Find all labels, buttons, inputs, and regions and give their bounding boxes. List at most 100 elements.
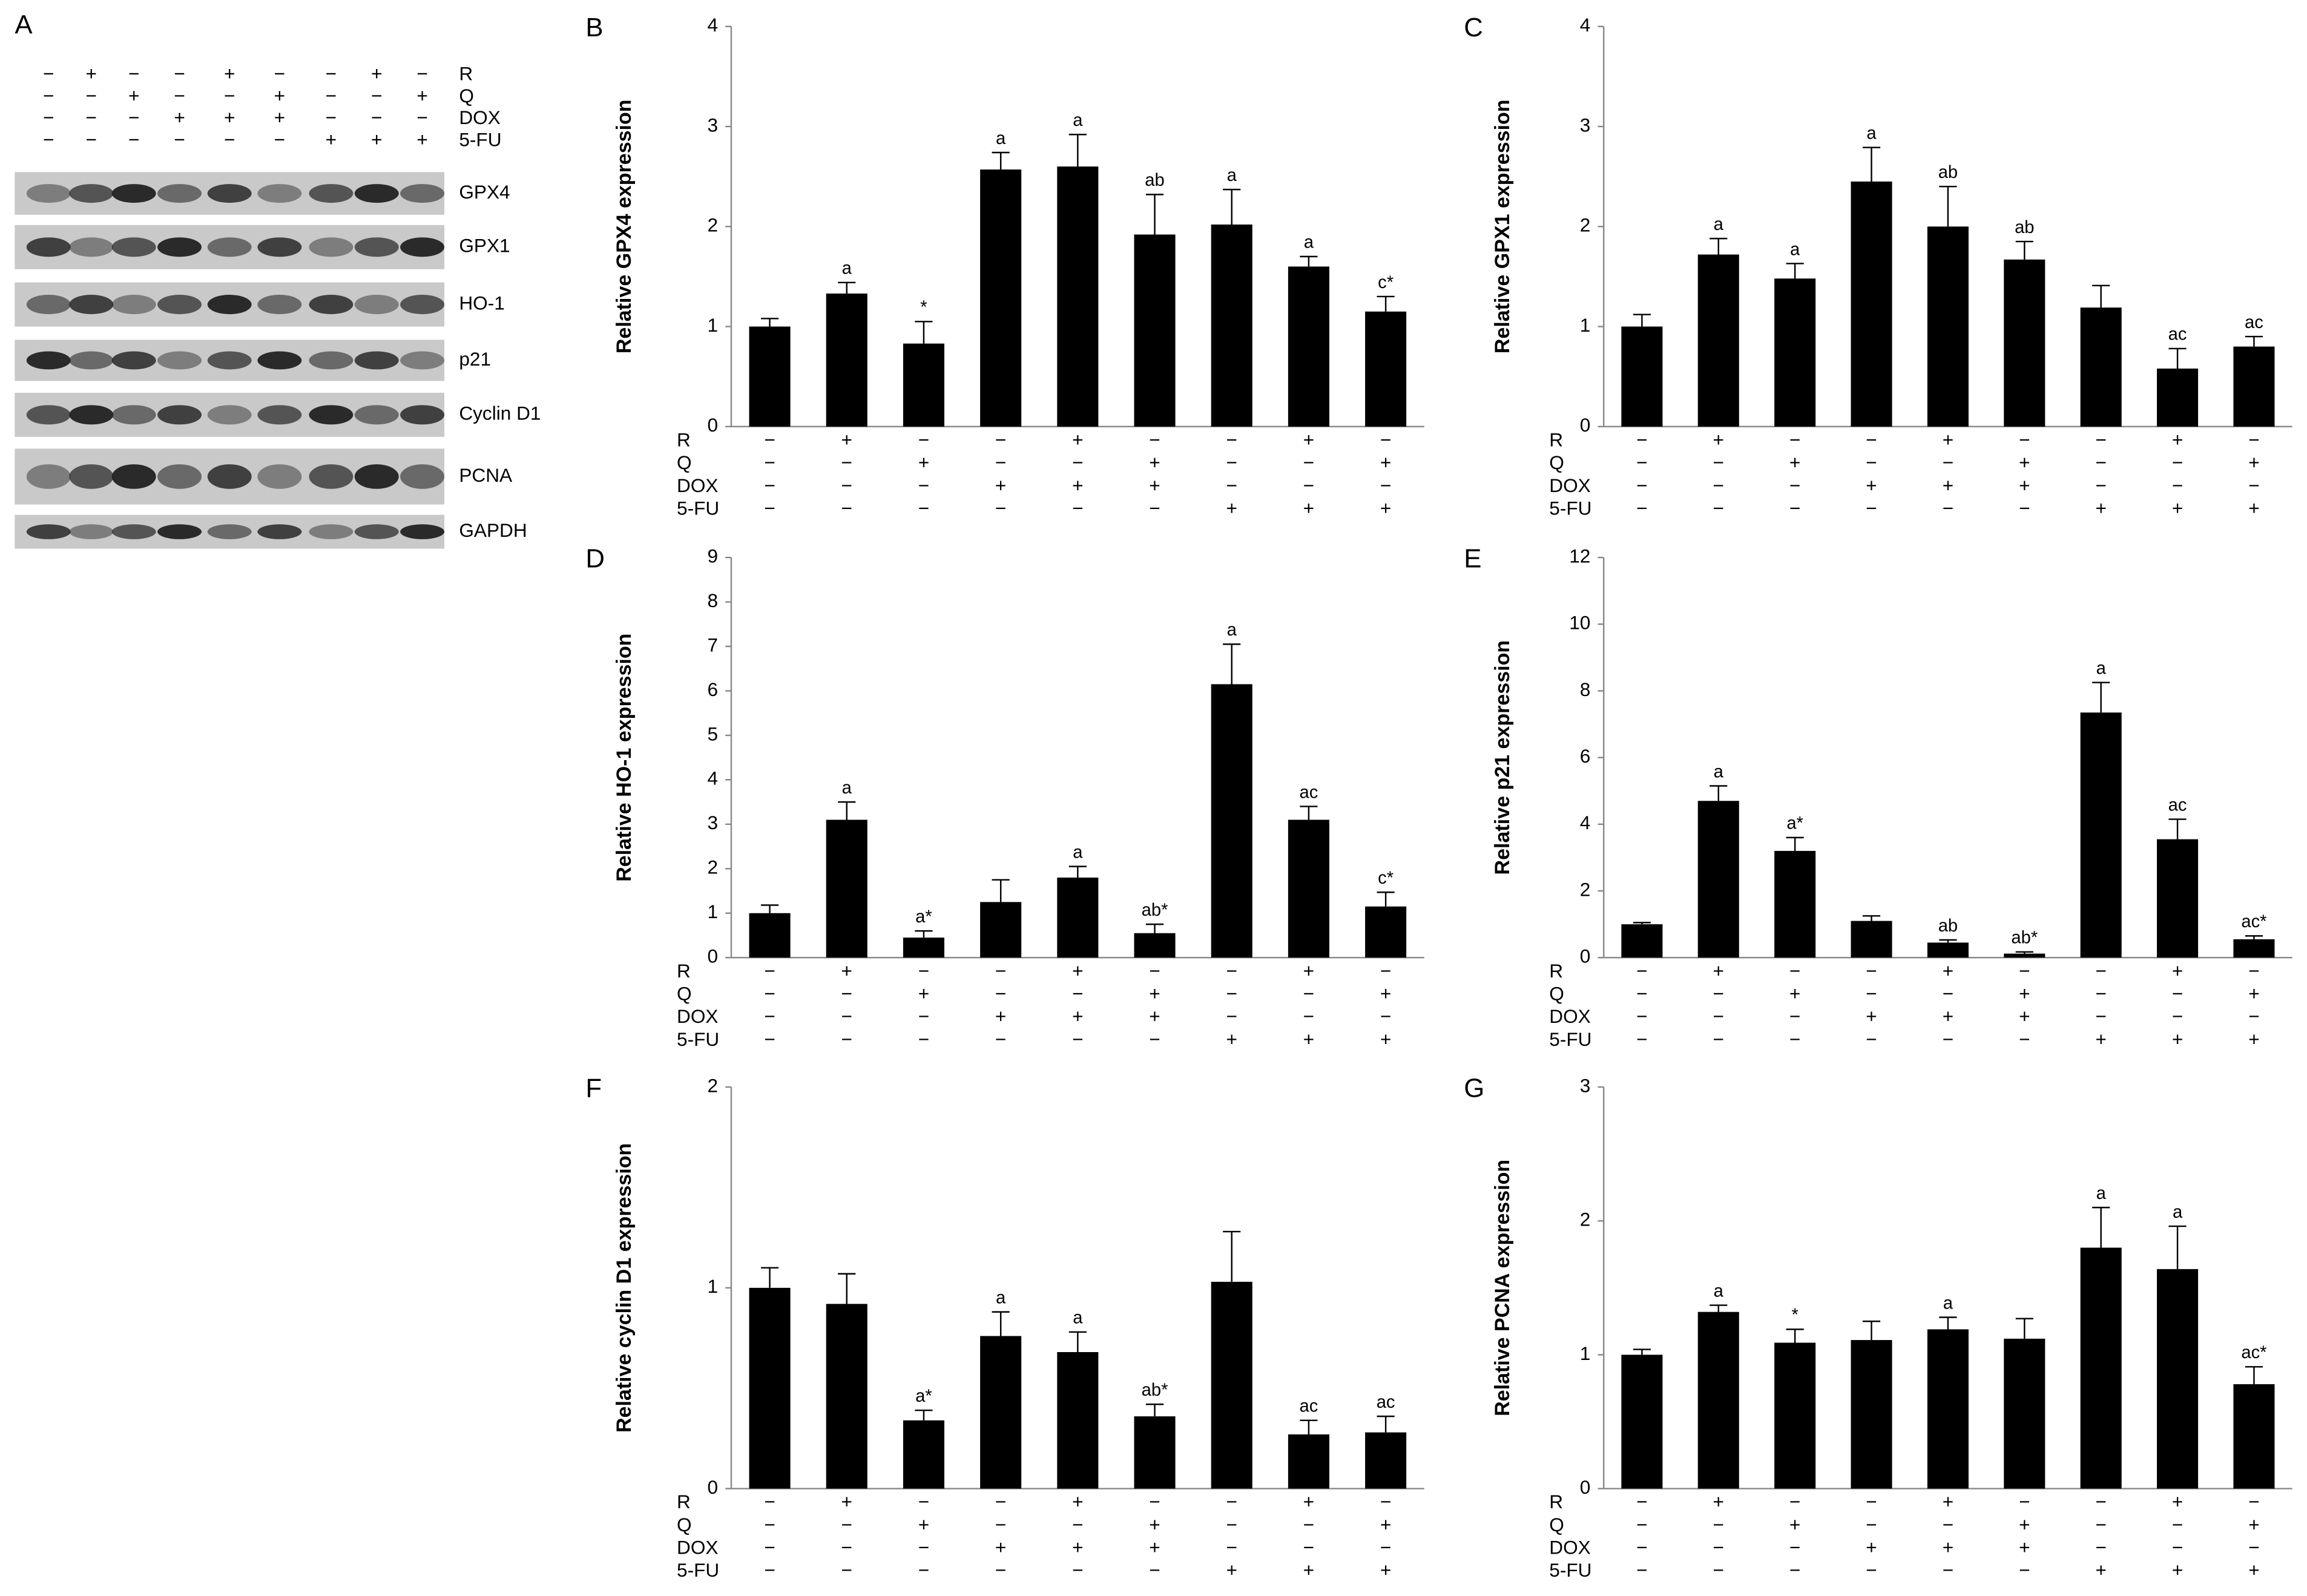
blot-band	[400, 405, 445, 425]
protein-label: PCNA	[459, 464, 512, 486]
treatment-sign: +	[274, 107, 285, 128]
treatment-sign: +	[1072, 960, 1083, 982]
treatment-name: R	[459, 62, 473, 84]
treatment-sign: +	[1149, 475, 1160, 496]
treatment-sign: −	[1226, 960, 1237, 982]
treatment-sign: −	[1380, 1491, 1391, 1512]
treatment-sign: +	[1072, 429, 1083, 450]
bar	[1851, 181, 1892, 427]
treatment-sign: −	[2248, 960, 2259, 982]
bar	[1365, 311, 1407, 427]
treatment-sign: −	[1303, 983, 1314, 1005]
treatment-sign: −	[1380, 1005, 1391, 1027]
bar	[1057, 1351, 1099, 1489]
blot-band	[257, 524, 302, 539]
treatment-sign: +	[1380, 983, 1391, 1005]
treatment-sign: −	[841, 1537, 852, 1558]
treatment-sign: −	[224, 129, 235, 151]
treatment-sign: +	[841, 429, 852, 450]
significance-label: a	[2096, 659, 2107, 678]
blot-band	[69, 524, 114, 539]
blot-band	[354, 524, 399, 539]
treatment-sign: −	[918, 1559, 929, 1581]
treatment-name: DOX	[1549, 1537, 1590, 1558]
treatment-sign: −	[918, 1537, 929, 1558]
significance-label: c*	[1378, 869, 1394, 888]
blot-band	[157, 405, 202, 425]
treatment-sign: −	[2248, 1537, 2259, 1558]
treatment-sign: +	[2248, 1514, 2259, 1535]
y-tick-label: 8	[708, 589, 719, 611]
bar	[1134, 234, 1176, 427]
significance-label: ac*	[2241, 1343, 2266, 1362]
blot-band	[309, 351, 354, 370]
treatment-sign: −	[86, 85, 97, 107]
y-tick-label: 10	[1569, 612, 1590, 634]
y-tick-label: 1	[1580, 1342, 1591, 1364]
treatment-sign: +	[1072, 475, 1083, 496]
treatment-sign: −	[2019, 1491, 2030, 1512]
panel-label: E	[1464, 544, 1481, 574]
bar	[1288, 819, 1329, 958]
treatment-sign: −	[326, 62, 337, 84]
treatment-sign: +	[2019, 1514, 2030, 1535]
treatment-sign: +	[128, 85, 139, 107]
treatment-sign: −	[2248, 429, 2259, 450]
treatment-sign: +	[1713, 1491, 1724, 1512]
treatment-sign: −	[841, 497, 852, 519]
treatment-sign: +	[2019, 475, 2030, 496]
treatment-sign: −	[1072, 497, 1083, 519]
treatment-sign: −	[2172, 475, 2183, 496]
treatment-name: DOX	[677, 1005, 718, 1027]
treatment-sign: −	[1789, 1491, 1800, 1512]
treatment-sign: −	[43, 129, 54, 151]
bar	[1057, 166, 1099, 427]
significance-label: a	[1073, 842, 1083, 862]
blot-band	[257, 405, 302, 425]
treatment-sign: −	[764, 452, 775, 473]
y-tick-label: 2	[1580, 878, 1591, 900]
treatment-sign: +	[2248, 1559, 2259, 1581]
bar	[1288, 1434, 1329, 1489]
treatment-sign: +	[918, 452, 929, 473]
treatment-sign: +	[2019, 452, 2030, 473]
protein-label: GAPDH	[459, 519, 527, 541]
treatment-sign: −	[1380, 475, 1391, 496]
treatment-sign: +	[2019, 1537, 2030, 1558]
bar	[2004, 259, 2045, 427]
treatment-sign: −	[995, 452, 1006, 473]
y-tick-label: 0	[708, 1476, 719, 1498]
treatment-sign: +	[1943, 1005, 1953, 1027]
treatment-sign: −	[764, 1491, 775, 1512]
treatment-name: 5-FU	[677, 1559, 719, 1581]
y-tick-label: 12	[1569, 545, 1590, 566]
blot-band	[111, 351, 156, 370]
bar	[1365, 906, 1407, 958]
treatment-sign: −	[764, 983, 775, 1005]
panel-label: A	[15, 10, 33, 39]
blot-band	[157, 464, 202, 489]
treatment-sign: −	[128, 62, 139, 84]
treatment-sign: −	[918, 960, 929, 982]
blot-band	[111, 295, 156, 315]
treatment-sign: −	[1636, 960, 1647, 982]
blot-band	[400, 295, 445, 315]
treatment-sign: +	[1149, 452, 1160, 473]
treatment-sign: +	[224, 62, 235, 84]
treatment-sign: +	[1380, 497, 1391, 519]
blot-band	[157, 351, 202, 370]
significance-label: a	[2096, 1184, 2107, 1203]
protein-label: Cyclin D1	[459, 402, 541, 424]
bar	[903, 343, 944, 427]
y-axis-label: Relative GPX4 expression	[613, 99, 636, 353]
treatment-sign: −	[2095, 1537, 2106, 1558]
bar	[1211, 1281, 1252, 1489]
treatment-sign: −	[2172, 983, 2183, 1005]
y-tick-label: 1	[708, 901, 719, 922]
treatment-sign: +	[1943, 475, 1953, 496]
treatment-sign: −	[1866, 1491, 1877, 1512]
treatment-sign: +	[1380, 1028, 1391, 1050]
treatment-sign: −	[2172, 452, 2183, 473]
blot-band	[309, 184, 354, 203]
bar	[903, 1420, 944, 1489]
